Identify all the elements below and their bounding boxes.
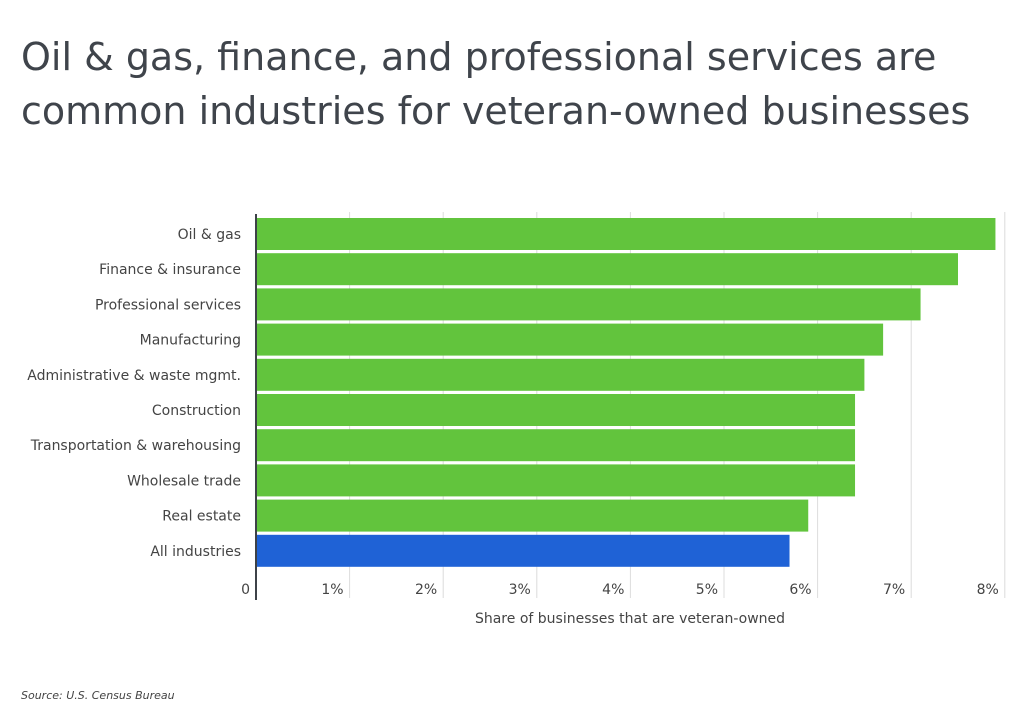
source-note: Source: U.S. Census Bureau	[21, 689, 175, 702]
bar-manufacturing	[256, 323, 884, 356]
x-tick-label: 5%	[696, 582, 718, 598]
bar-administrative-waste-mgmt-	[256, 358, 865, 391]
bar-oil-gas	[256, 218, 996, 250]
x-axis-label: Share of businesses that are veteran-own…	[475, 611, 785, 627]
category-label: Real estate	[162, 509, 241, 525]
category-label: Manufacturing	[140, 333, 241, 349]
bar-wholesale-trade	[256, 464, 856, 497]
x-tick-label: 0	[241, 582, 250, 598]
bar-finance-insurance	[256, 253, 958, 286]
x-tick-label: 3%	[509, 582, 531, 598]
category-label: Professional services	[95, 297, 241, 313]
x-tick-label: 7%	[883, 582, 905, 598]
category-label: Wholesale trade	[127, 473, 241, 489]
category-label: Transportation & warehousing	[30, 438, 241, 454]
x-tick-label: 8%	[977, 582, 999, 598]
bar-professional-services	[256, 288, 921, 321]
category-label: Administrative & waste mgmt.	[27, 368, 241, 384]
x-tick-label: 6%	[789, 582, 811, 598]
bar-real-estate	[256, 499, 809, 532]
category-label: Finance & insurance	[99, 262, 241, 278]
bar-all-industries	[256, 534, 790, 567]
category-label: Oil & gas	[178, 227, 241, 243]
x-tick-label: 1%	[321, 582, 343, 598]
category-label: All industries	[150, 544, 241, 560]
x-tick-label: 2%	[415, 582, 437, 598]
chart-title: Oil & gas, finance, and professional ser…	[21, 35, 971, 133]
category-label: Construction	[152, 403, 241, 419]
bar-construction	[256, 394, 856, 426]
x-tick-label: 4%	[602, 582, 624, 598]
bar-transportation-warehousing	[256, 429, 856, 462]
